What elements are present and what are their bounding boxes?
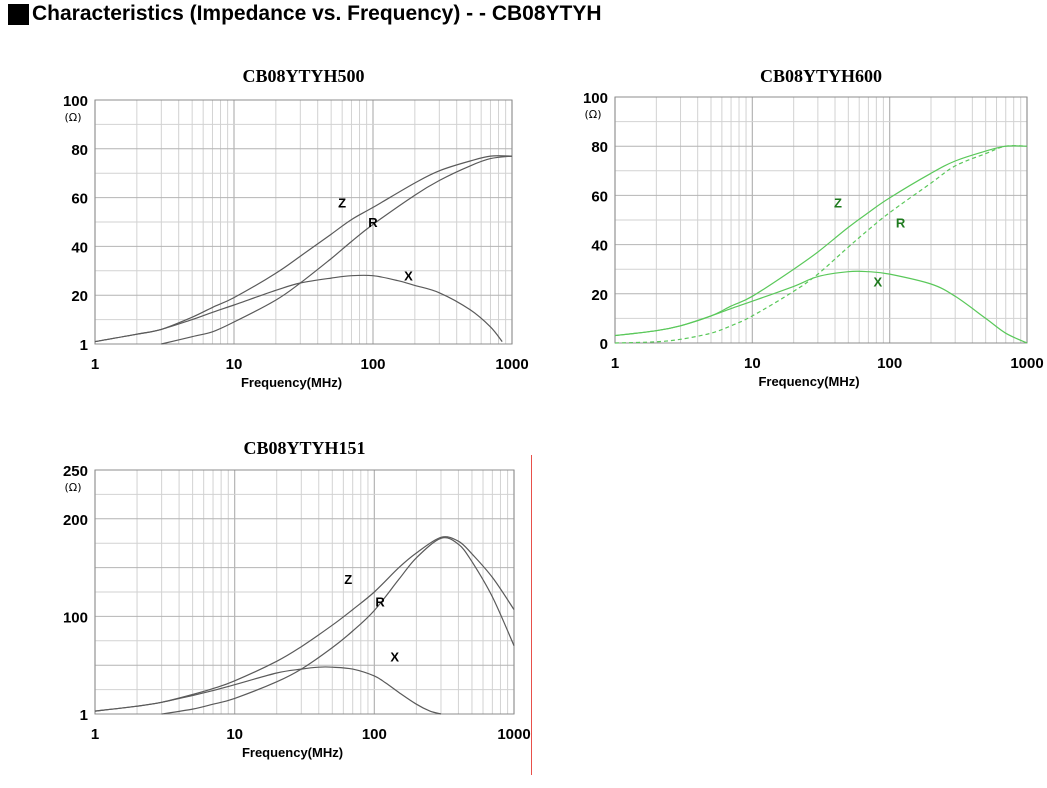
y-axis-unit: (Ω) (65, 111, 82, 124)
x-tick-label: 100 (360, 356, 385, 373)
series-line-z (614, 145, 1028, 337)
page-title-text: Characteristics (Impedance vs. Frequency… (32, 2, 602, 25)
y-tick-label: 0 (600, 336, 608, 353)
chart-panel-cb08ytyh600: CB08YTYH600 1 10 100 1000 0 20 40 60 80 100 (Ω) Freq… (560, 60, 1047, 405)
x-tick-label: 1000 (497, 726, 530, 743)
divider-line (531, 455, 532, 775)
series-line-x (94, 274, 503, 343)
chart-title: CB08YTYH500 (242, 66, 364, 86)
y-tick-label: 80 (591, 139, 608, 156)
grid-group (94, 469, 515, 715)
y-tick-label: 40 (591, 238, 608, 255)
x-tick-label: 1 (611, 355, 619, 372)
chart-panel-cb08ytyh500: CB08YTYH500 1 10 100 1000 1 20 40 60 80 100 (Ω) Freq… (0, 60, 540, 405)
y-tick-label: 100 (583, 90, 608, 107)
y-tick-label: 20 (71, 288, 88, 305)
chart-cb08ytyh151: CB08YTYH151 1 10 100 1000 1 100 200 250(Ω) Freque… (63, 438, 531, 760)
x-tick-label: 1 (91, 726, 99, 743)
title-square-icon (8, 3, 29, 25)
x-tick-label: 100 (877, 355, 902, 372)
chart-panel-cb08ytyh151: CB08YTYH151 1 10 100 1000 1 100 200 250 (Ω) Freque… (0, 432, 540, 777)
plot-frame (614, 96, 1028, 344)
series-line-r (161, 537, 515, 715)
series-line-r (614, 145, 1028, 344)
series-line-z (94, 155, 513, 343)
chart-title: CB08YTYH600 (760, 66, 882, 86)
y-axis-unit: (Ω) (65, 481, 82, 494)
curve-label-z: Z (834, 196, 842, 211)
curve-label-r: R (896, 215, 906, 230)
y-tick-label: 200 (63, 512, 88, 529)
curve-label-z: Z (338, 195, 346, 210)
series-line-x (94, 666, 442, 715)
x-tick-label: 1000 (495, 356, 528, 373)
y-axis-unit: (Ω) (585, 108, 602, 121)
curve-label-r: R (375, 595, 385, 610)
x-axis-title: Frequency(MHz) (758, 374, 859, 389)
x-tick-label: 1 (91, 356, 99, 373)
x-tick-label: 10 (226, 356, 243, 373)
y-tick-label: 60 (591, 188, 608, 205)
x-axis-title: Frequency(MHz) (241, 375, 342, 390)
curve-label-x: X (404, 269, 413, 284)
x-tick-label: 10 (744, 355, 761, 372)
series-line-x (614, 270, 1028, 344)
x-tick-label: 100 (362, 726, 387, 743)
series-line-z (94, 536, 515, 712)
grid-group (614, 96, 1028, 344)
y-tick-label: 80 (71, 142, 88, 159)
curve-label-x: X (390, 649, 399, 664)
y-tick-label: 40 (71, 239, 88, 256)
series-line-r (161, 155, 513, 345)
plot-frame (94, 99, 513, 345)
y-tick-label: 60 (71, 191, 88, 208)
curve-label-z: Z (344, 572, 352, 587)
page-title: Characteristics (Impedance vs. Frequency… (8, 2, 602, 26)
plot-frame (94, 469, 515, 715)
y-tick-label: 1 (80, 707, 88, 724)
y-tick-label: 250 (63, 463, 88, 480)
x-axis-title: Frequency(MHz) (242, 745, 343, 760)
curve-label-x: X (873, 274, 882, 289)
x-tick-label: 10 (226, 726, 243, 743)
y-tick-label: 20 (591, 287, 608, 304)
y-tick-label: 100 (63, 93, 88, 110)
chart-title: CB08YTYH151 (243, 438, 365, 458)
grid-group (94, 99, 513, 345)
x-tick-label: 1000 (1010, 355, 1043, 372)
y-tick-label: 1 (80, 337, 88, 354)
curve-label-r: R (368, 215, 378, 230)
y-tick-label: 100 (63, 609, 88, 626)
